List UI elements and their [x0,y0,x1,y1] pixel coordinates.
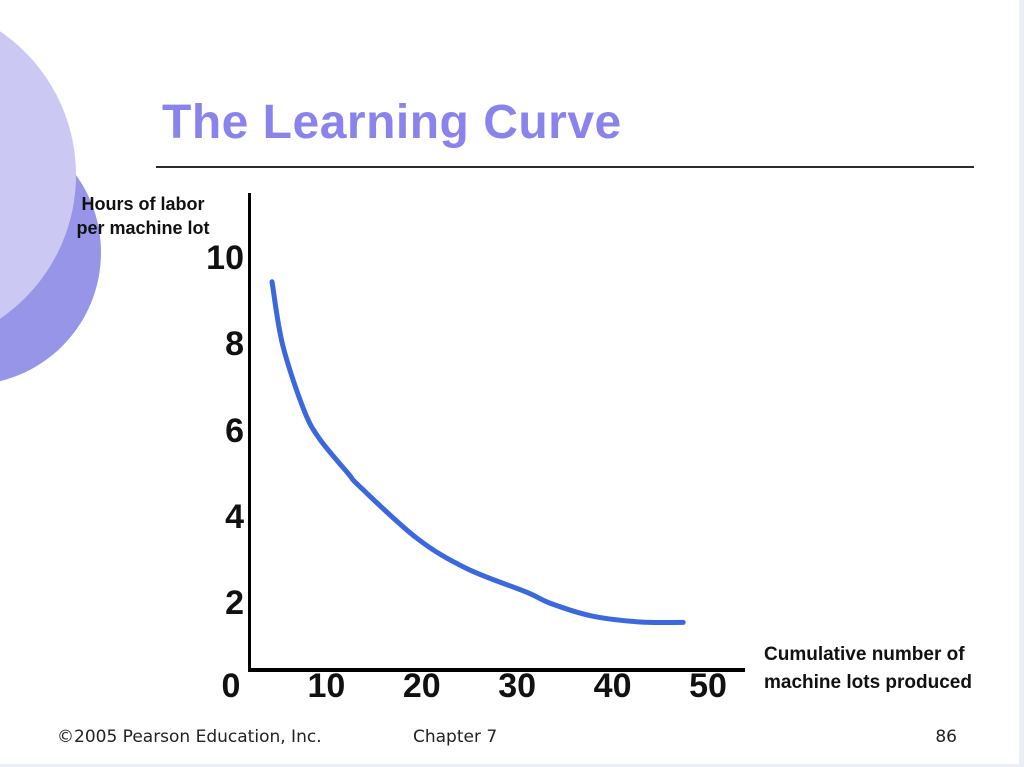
page-title: The Learning Curve [162,96,622,149]
x-axis-title-line-1: Cumulative number of [764,644,965,665]
slide-border-right [1019,0,1024,767]
x-axis-title: Cumulative number of machine lots produc… [764,641,972,697]
x-tick-label: 20 [402,667,441,705]
page-number: 86 [935,727,957,747]
x-tick-label: 40 [593,667,632,705]
y-axis-title-line-1: Hours of labor [81,194,205,214]
x-axis-line [248,668,745,672]
slide-footer: ©2005 Pearson Education, Inc. Chapter 7 … [0,727,1024,751]
y-axis-title: Hours of labor per machine lot [43,192,243,240]
x-tick-label: 10 [307,667,346,705]
x-tick-label: 50 [689,667,727,705]
slide-border-bottom [0,764,1024,767]
chapter-label: Chapter 7 [413,727,498,747]
title-divider [156,166,974,168]
learning-curve-line [269,279,686,626]
x-tick-label: 30 [498,667,537,705]
y-tick-label: 6 [225,411,244,450]
y-axis-title-line-2: per machine lot [76,218,210,238]
y-tick-label: 4 [225,497,244,536]
y-tick-label: 8 [225,325,244,364]
y-tick-label: 2 [225,584,244,622]
copyright-text: ©2005 Pearson Education, Inc. [57,727,322,747]
x-tick-label: 0 [221,667,241,705]
y-axis-line [248,193,251,672]
y-tick-label: 10 [206,239,244,277]
x-axis-title-line-2: machine lots produced [764,672,972,693]
